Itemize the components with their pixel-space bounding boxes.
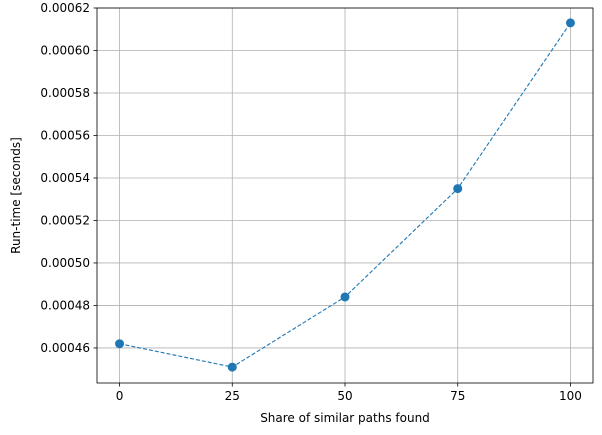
- data-point: [227, 362, 237, 372]
- y-tick-label: 0.00052: [40, 213, 90, 227]
- series-layer: [115, 18, 575, 372]
- y-tick-label: 0.00050: [40, 256, 90, 270]
- x-tick-label: 25: [225, 389, 240, 403]
- y-tick-label: 0.00046: [40, 341, 90, 355]
- grid: [97, 7, 593, 383]
- data-point: [453, 184, 463, 194]
- y-tick-label: 0.00058: [40, 86, 90, 100]
- x-tick-label: 75: [450, 389, 465, 403]
- axis-ticks: 0 25 50 75 100 0.00046 0.00048 0.00050 0.00052 0.…: [40, 1, 582, 403]
- y-tick-label: 0.00056: [40, 128, 90, 142]
- x-tick-label: 0: [116, 389, 124, 403]
- data-point: [115, 339, 125, 349]
- x-tick-label: 100: [559, 389, 582, 403]
- data-point: [565, 18, 575, 28]
- y-tick-label: 0.00060: [40, 43, 90, 57]
- x-axis-label: Share of similar paths found: [260, 411, 430, 425]
- x-tick-label: 50: [337, 389, 352, 403]
- y-axis-label: Run-time [seconds]: [9, 137, 23, 254]
- data-point: [340, 292, 350, 302]
- y-tick-label: 0.00062: [40, 1, 90, 15]
- y-tick-label: 0.00048: [40, 298, 90, 312]
- y-tick-label: 0.00054: [40, 171, 90, 185]
